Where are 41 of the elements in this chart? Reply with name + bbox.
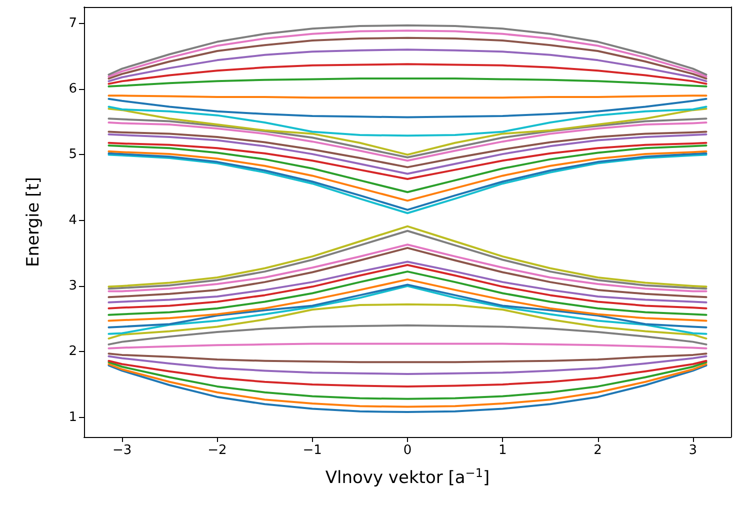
line-series [108, 361, 708, 400]
x-tick-label: 1 [498, 443, 507, 458]
x-tick-label: −1 [302, 443, 322, 458]
x-tick-label: 2 [594, 443, 602, 458]
line-series [108, 270, 708, 316]
x-tick-label: 3 [688, 443, 698, 458]
line-series [108, 78, 708, 88]
line-series [108, 284, 708, 328]
x-tick-label: −2 [208, 443, 227, 458]
line-series [108, 360, 708, 388]
line-series [108, 98, 708, 118]
line-series [108, 150, 708, 202]
y-tick-label: 1 [68, 410, 77, 425]
line-series [108, 144, 708, 194]
line-series [108, 108, 708, 156]
line-series [108, 264, 708, 310]
y-tick-label: 7 [68, 16, 77, 31]
line-series [108, 303, 708, 340]
line-series [108, 324, 708, 346]
line-series [108, 133, 708, 175]
line-series [108, 106, 708, 137]
line-series [108, 142, 708, 180]
y-tick-label: 5 [68, 147, 77, 162]
line-series [108, 355, 708, 375]
line-series [108, 63, 708, 85]
line-series [108, 260, 708, 304]
y-tick-label: 2 [68, 344, 77, 360]
y-axis-title: Energie [t] [24, 177, 44, 267]
line-series [108, 278, 708, 322]
line-series [108, 244, 708, 292]
line-series [108, 352, 708, 364]
x-tick-label: −3 [112, 443, 132, 458]
line-series [108, 130, 708, 168]
line-series [108, 36, 708, 80]
x-tick-label: 0 [403, 443, 412, 458]
line-series [108, 48, 708, 82]
y-tick-label: 6 [68, 82, 77, 97]
y-tick-label: 3 [68, 278, 77, 294]
y-tick-label: 4 [68, 212, 77, 228]
line-series [108, 285, 708, 335]
line-series [108, 246, 708, 298]
